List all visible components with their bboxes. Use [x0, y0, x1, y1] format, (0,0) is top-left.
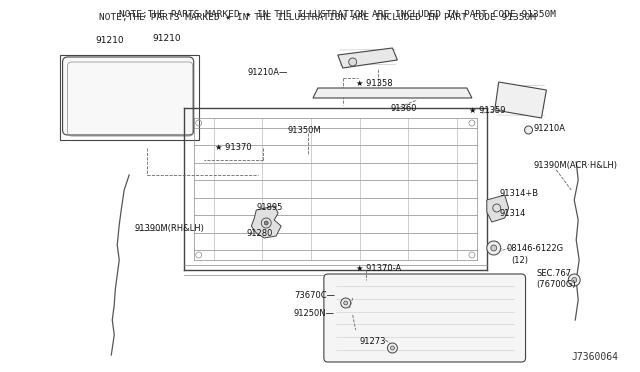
Text: ★ 91370: ★ 91370	[215, 142, 252, 151]
Polygon shape	[487, 195, 509, 222]
Text: 91360: 91360	[390, 103, 417, 112]
Text: J7360064: J7360064	[571, 352, 618, 362]
Circle shape	[525, 126, 532, 134]
Circle shape	[349, 58, 356, 66]
Text: 91250N—: 91250N—	[294, 308, 335, 317]
Text: 91390M(RH&LH): 91390M(RH&LH)	[134, 224, 204, 232]
Text: 91210: 91210	[152, 33, 181, 42]
Circle shape	[264, 221, 268, 225]
Text: ★ 91370-A: ★ 91370-A	[356, 263, 401, 273]
Circle shape	[344, 301, 348, 305]
Text: NOTE;THE PARTS MARKED ★ IN THE ILLUSTRATION ARE INCLUDED IN PART CODE 91350M: NOTE;THE PARTS MARKED ★ IN THE ILLUSTRAT…	[119, 10, 556, 19]
Polygon shape	[338, 48, 397, 68]
Text: 91390M(ACR·H&LH): 91390M(ACR·H&LH)	[534, 160, 618, 170]
Text: (12): (12)	[511, 256, 529, 264]
Text: 91280: 91280	[246, 228, 273, 237]
Circle shape	[387, 343, 397, 353]
Circle shape	[340, 298, 351, 308]
Circle shape	[568, 274, 580, 286]
Text: 73670C—: 73670C—	[294, 292, 335, 301]
Text: NOTE;THE PARTS MARKED ★ IN THE ILLUSTRATION ARE INCLUDED IN PART CODE 91350M: NOTE;THE PARTS MARKED ★ IN THE ILLUSTRAT…	[99, 13, 536, 22]
Circle shape	[390, 346, 394, 350]
Circle shape	[487, 241, 500, 255]
Text: 91895: 91895	[256, 202, 283, 212]
Text: SEC.767: SEC.767	[536, 269, 572, 278]
Circle shape	[572, 278, 577, 282]
Polygon shape	[495, 82, 547, 118]
Text: (76700G): (76700G)	[536, 279, 576, 289]
Circle shape	[491, 245, 497, 251]
Text: 91314+B: 91314+B	[500, 189, 539, 198]
Text: ★ 91358: ★ 91358	[356, 78, 392, 87]
Text: 91210A—: 91210A—	[248, 67, 288, 77]
FancyBboxPatch shape	[324, 274, 525, 362]
Bar	[60, 55, 198, 140]
Polygon shape	[313, 88, 472, 98]
Text: 91314: 91314	[500, 208, 526, 218]
Text: 91210: 91210	[95, 35, 124, 45]
Text: 91350M: 91350M	[287, 125, 321, 135]
Text: 08146-6122G: 08146-6122G	[507, 244, 564, 253]
FancyBboxPatch shape	[63, 57, 194, 135]
Text: 91273: 91273	[360, 337, 386, 346]
Text: ★ 91359: ★ 91359	[469, 106, 506, 115]
Polygon shape	[252, 206, 281, 238]
Text: 91210A: 91210A	[534, 124, 566, 132]
